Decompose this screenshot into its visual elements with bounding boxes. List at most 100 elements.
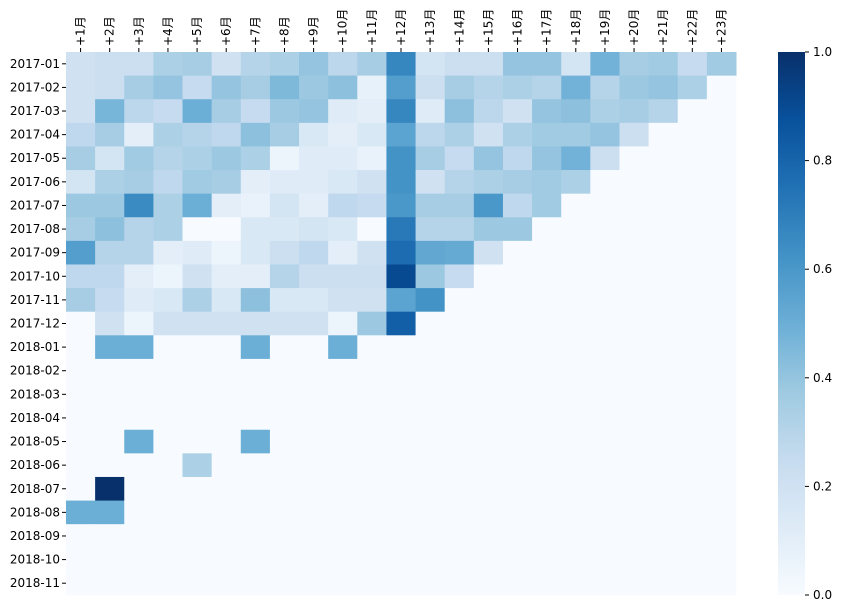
heatmap-cell	[357, 170, 387, 195]
colorbar: 0.0 0.2 0.4 0.6 0.8 1.0	[778, 45, 832, 602]
y-tick-label: 2017-05	[10, 151, 60, 165]
heatmap-cell	[386, 335, 417, 360]
heatmap-cell	[66, 571, 96, 596]
heatmap-cell	[473, 193, 504, 218]
colorbar-tick-label: 1.0	[813, 45, 832, 59]
heatmap-cell	[590, 288, 620, 313]
heatmap-cell	[473, 547, 504, 572]
heatmap-cell	[590, 382, 620, 407]
heatmap-cell	[619, 571, 650, 596]
heatmap-cell	[532, 264, 562, 289]
heatmap-cell	[590, 99, 620, 124]
heatmap-cell	[269, 99, 300, 124]
heatmap-cell	[619, 193, 650, 218]
heatmap-cell	[386, 75, 417, 100]
heatmap-cell	[211, 429, 242, 454]
heatmap-cell	[153, 476, 184, 502]
heatmap-cell	[677, 193, 708, 218]
heatmap-cell	[269, 382, 300, 407]
y-tick-label: 2018-02	[10, 364, 60, 378]
heatmap-cell	[677, 406, 708, 431]
heatmap-cell	[619, 429, 650, 454]
x-tick-label: +17月	[540, 9, 554, 46]
heatmap-cell	[561, 240, 591, 265]
heatmap-cells	[66, 52, 737, 596]
heatmap-cell	[299, 264, 329, 289]
heatmap-cell	[444, 571, 475, 596]
heatmap-cell	[240, 75, 271, 100]
heatmap-cell	[153, 429, 184, 454]
heatmap-cell	[299, 358, 329, 384]
heatmap-cell	[706, 122, 737, 147]
heatmap-cell	[706, 358, 737, 384]
heatmap-cell	[561, 146, 591, 171]
heatmap-cell	[153, 453, 184, 478]
heatmap-cell	[328, 288, 358, 313]
heatmap-cell	[415, 170, 446, 195]
heatmap-cell	[706, 406, 737, 431]
heatmap-cell	[95, 288, 125, 313]
heatmap-cell	[415, 311, 446, 336]
heatmap-cell	[415, 476, 446, 502]
heatmap-cell	[386, 288, 417, 313]
heatmap-cell	[95, 99, 125, 124]
heatmap-cell	[444, 547, 475, 572]
heatmap-cell	[706, 311, 737, 336]
heatmap-cell	[124, 453, 154, 478]
heatmap-cell	[473, 75, 504, 100]
heatmap-cell	[299, 170, 329, 195]
heatmap-cell	[66, 240, 96, 265]
heatmap-cell	[386, 406, 417, 431]
heatmap-cell	[532, 170, 562, 195]
heatmap-cell	[677, 524, 708, 549]
heatmap-cell	[619, 146, 650, 171]
heatmap-cell	[444, 288, 475, 313]
x-tick-label: +8月	[278, 16, 292, 46]
heatmap-cell	[357, 217, 387, 242]
x-tick-label: +18月	[569, 9, 583, 46]
heatmap-cell	[502, 524, 533, 549]
heatmap-cell	[269, 146, 300, 171]
heatmap-cell	[386, 264, 417, 289]
heatmap-cell	[299, 311, 329, 336]
heatmap-cell	[124, 240, 154, 265]
heatmap-cell	[182, 500, 213, 525]
heatmap-cell	[182, 382, 213, 407]
heatmap-cell	[648, 500, 679, 525]
heatmap-cell	[95, 476, 125, 502]
heatmap-cell	[124, 524, 154, 549]
heatmap-cell	[328, 75, 358, 100]
colorbar-tick-label: 0.2	[813, 479, 832, 493]
heatmap-cell	[619, 382, 650, 407]
heatmap-cell	[124, 122, 154, 147]
heatmap-cell	[561, 382, 591, 407]
y-tick-label: 2017-10	[10, 269, 60, 283]
heatmap-cell	[240, 99, 271, 124]
heatmap-cell	[648, 170, 679, 195]
heatmap-cell	[182, 358, 213, 384]
heatmap-cell	[269, 52, 300, 77]
heatmap-cell	[561, 524, 591, 549]
heatmap-cell	[66, 547, 96, 572]
heatmap-cell	[328, 524, 358, 549]
heatmap-cell	[66, 476, 96, 502]
x-tick-label: +19月	[598, 9, 612, 46]
heatmap-cell	[182, 288, 213, 313]
y-tick-label: 2018-03	[10, 387, 60, 401]
heatmap-cell	[182, 240, 213, 265]
heatmap-cell	[532, 311, 562, 336]
heatmap-cell	[269, 170, 300, 195]
heatmap-cell	[561, 335, 591, 360]
heatmap-cell	[95, 500, 125, 525]
heatmap-cell	[299, 75, 329, 100]
heatmap-cell	[124, 75, 154, 100]
heatmap-cell	[619, 75, 650, 100]
heatmap-cell	[502, 122, 533, 147]
heatmap-cell	[211, 217, 242, 242]
heatmap-cell	[153, 311, 184, 336]
y-axis-ticks: 2017-01 2017-02 2017-03 2017-04 2017-05 2017-…	[10, 57, 66, 590]
heatmap-cell	[648, 193, 679, 218]
heatmap-cell	[706, 170, 737, 195]
y-tick-label: 2017-07	[10, 198, 60, 212]
